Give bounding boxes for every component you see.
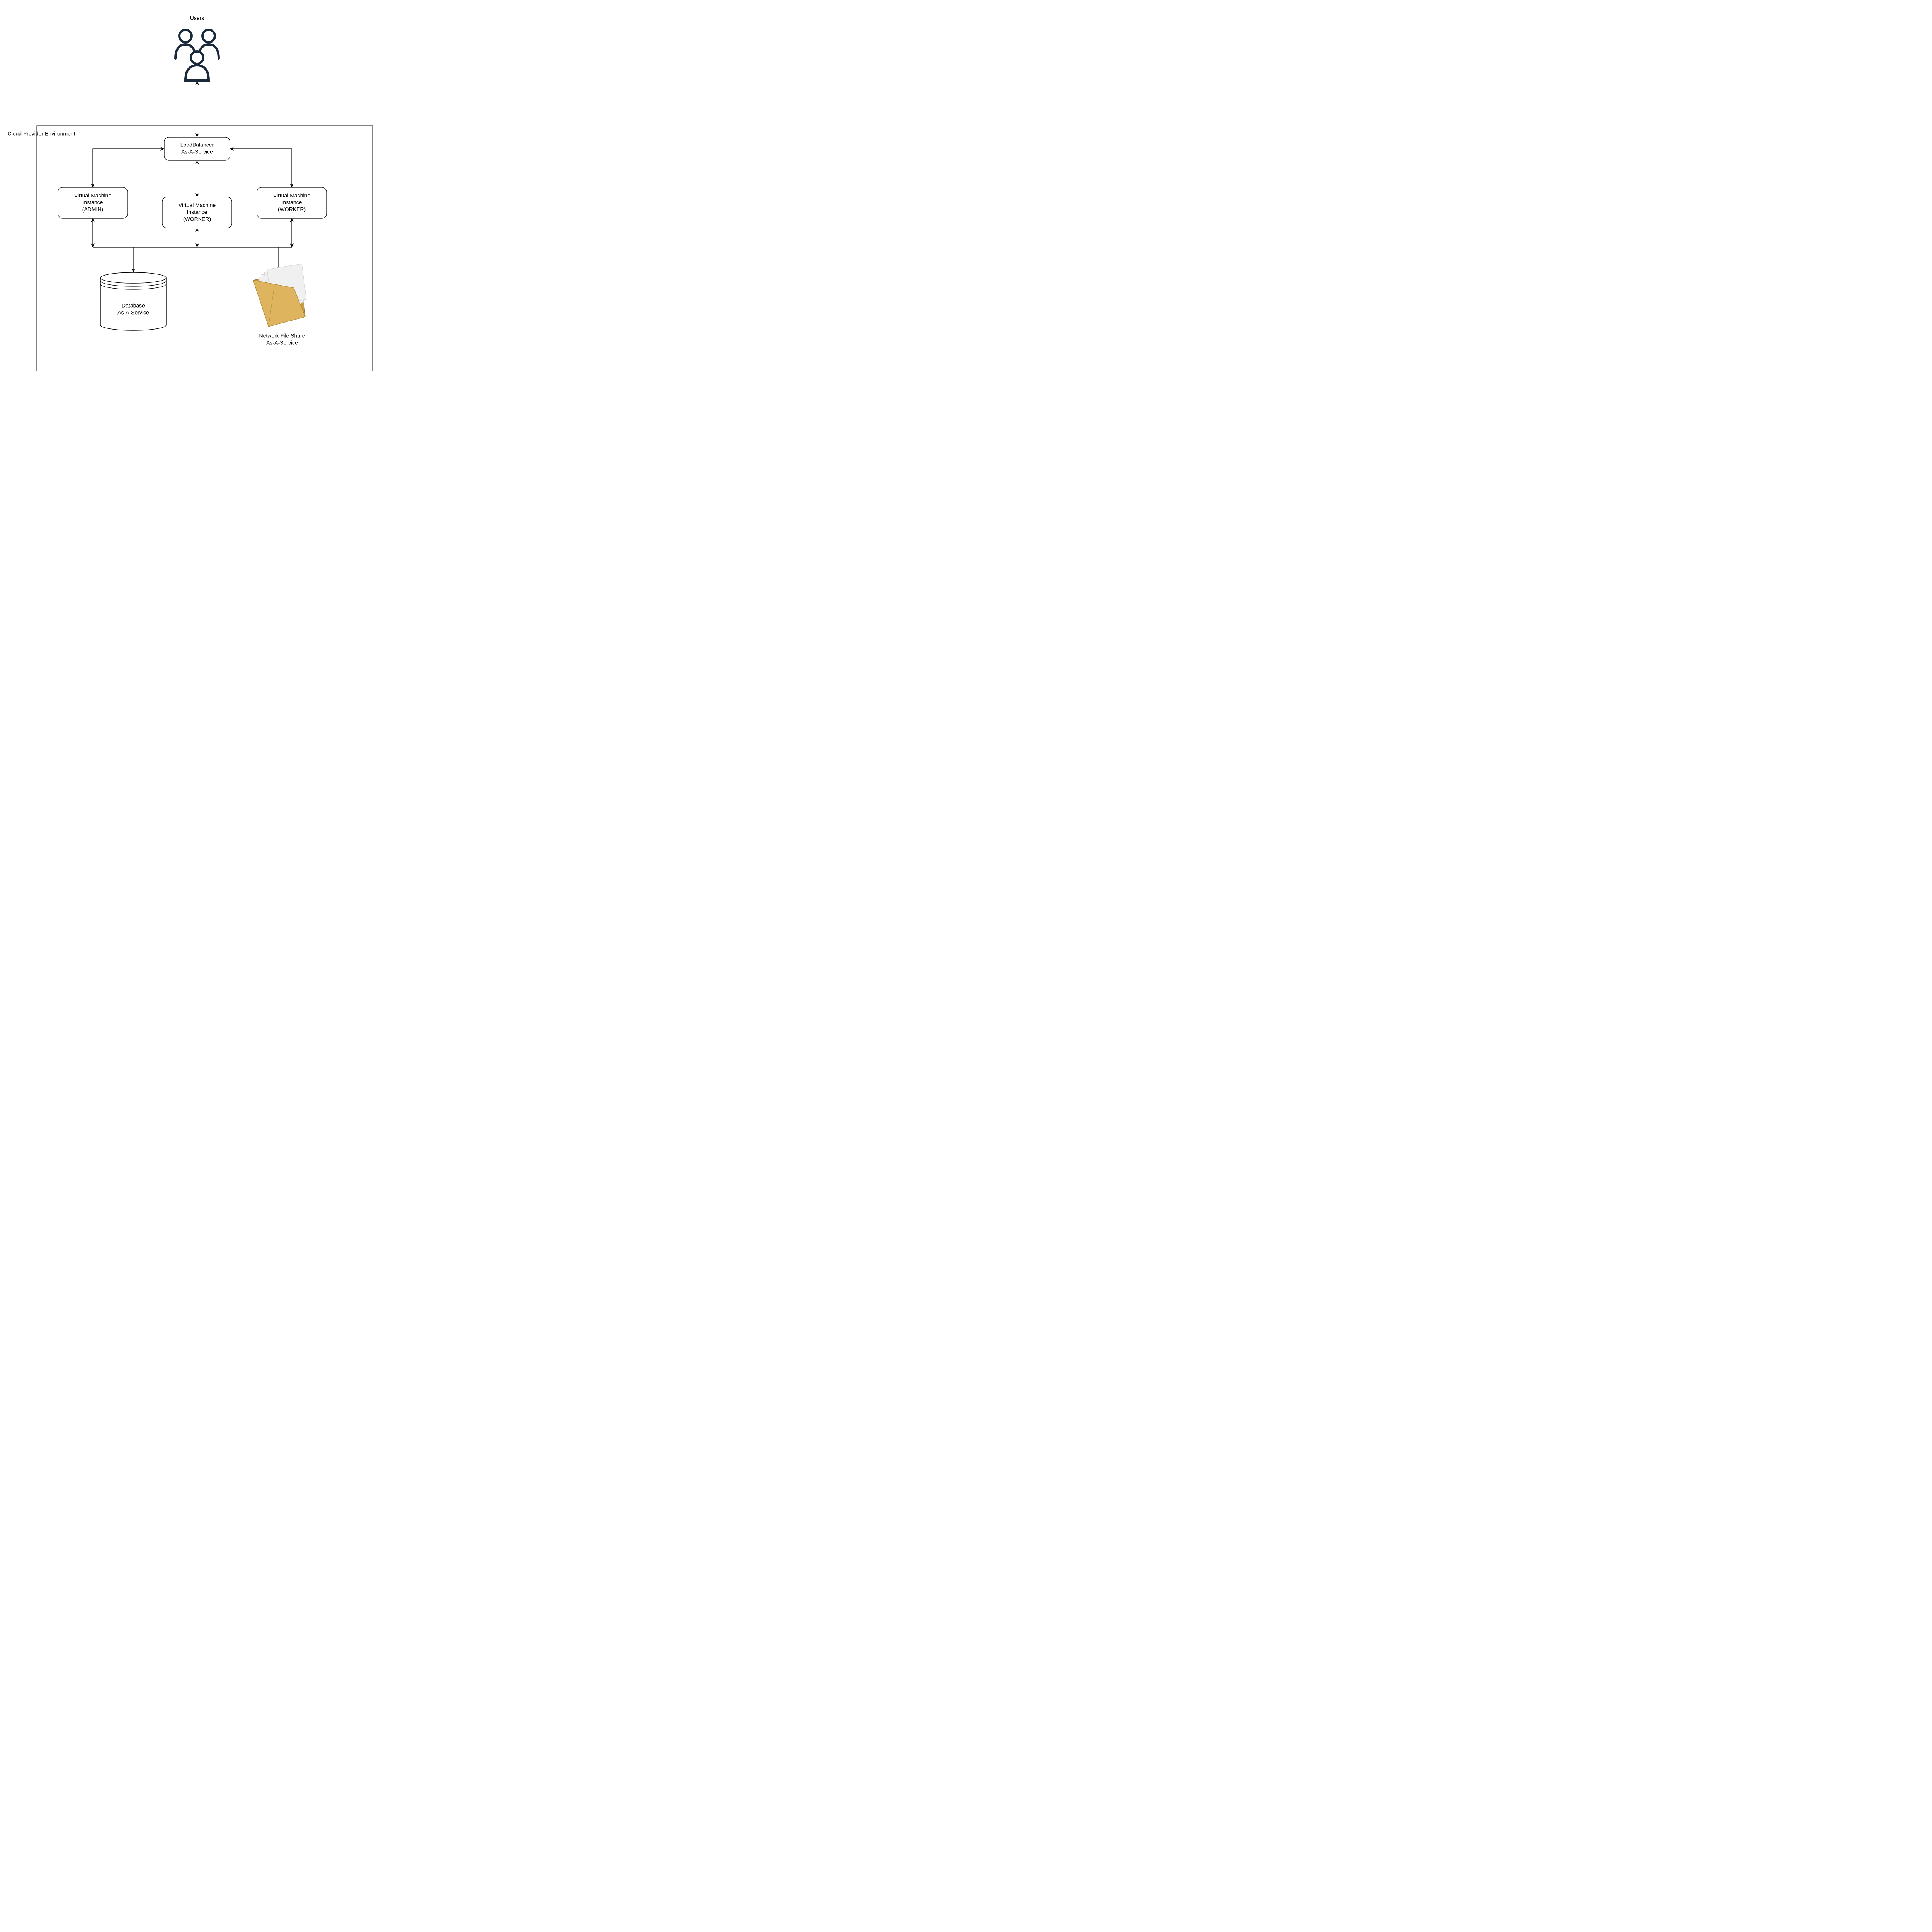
edge xyxy=(230,149,292,187)
svg-text:(WORKER): (WORKER) xyxy=(183,216,211,222)
svg-text:(WORKER): (WORKER) xyxy=(278,206,306,213)
svg-text:Network File Share: Network File Share xyxy=(259,333,305,339)
svg-text:LoadBalancer: LoadBalancer xyxy=(180,142,214,148)
svg-text:Users: Users xyxy=(190,15,204,21)
svg-text:As-A-Service: As-A-Service xyxy=(266,340,298,346)
users-icon xyxy=(175,30,219,80)
cloud-env-box xyxy=(37,126,373,371)
svg-text:Instance: Instance xyxy=(187,209,207,215)
svg-text:Virtual Machine: Virtual Machine xyxy=(179,202,216,208)
edge xyxy=(93,149,164,187)
svg-text:(ADMIN): (ADMIN) xyxy=(82,206,103,213)
svg-text:Virtual Machine: Virtual Machine xyxy=(74,192,111,199)
svg-text:Cloud Provider Environment: Cloud Provider Environment xyxy=(7,131,75,137)
svg-text:As-A-Service: As-A-Service xyxy=(117,310,149,316)
svg-text:Instance: Instance xyxy=(83,199,103,206)
folder-icon xyxy=(253,264,306,327)
svg-text:Database: Database xyxy=(122,303,145,309)
svg-text:Instance: Instance xyxy=(282,199,302,206)
svg-text:Virtual Machine: Virtual Machine xyxy=(273,192,310,199)
svg-text:As-A-Service: As-A-Service xyxy=(181,149,213,155)
architecture-diagram: Cloud Provider Environment Users LoadBalan… xyxy=(0,0,402,398)
